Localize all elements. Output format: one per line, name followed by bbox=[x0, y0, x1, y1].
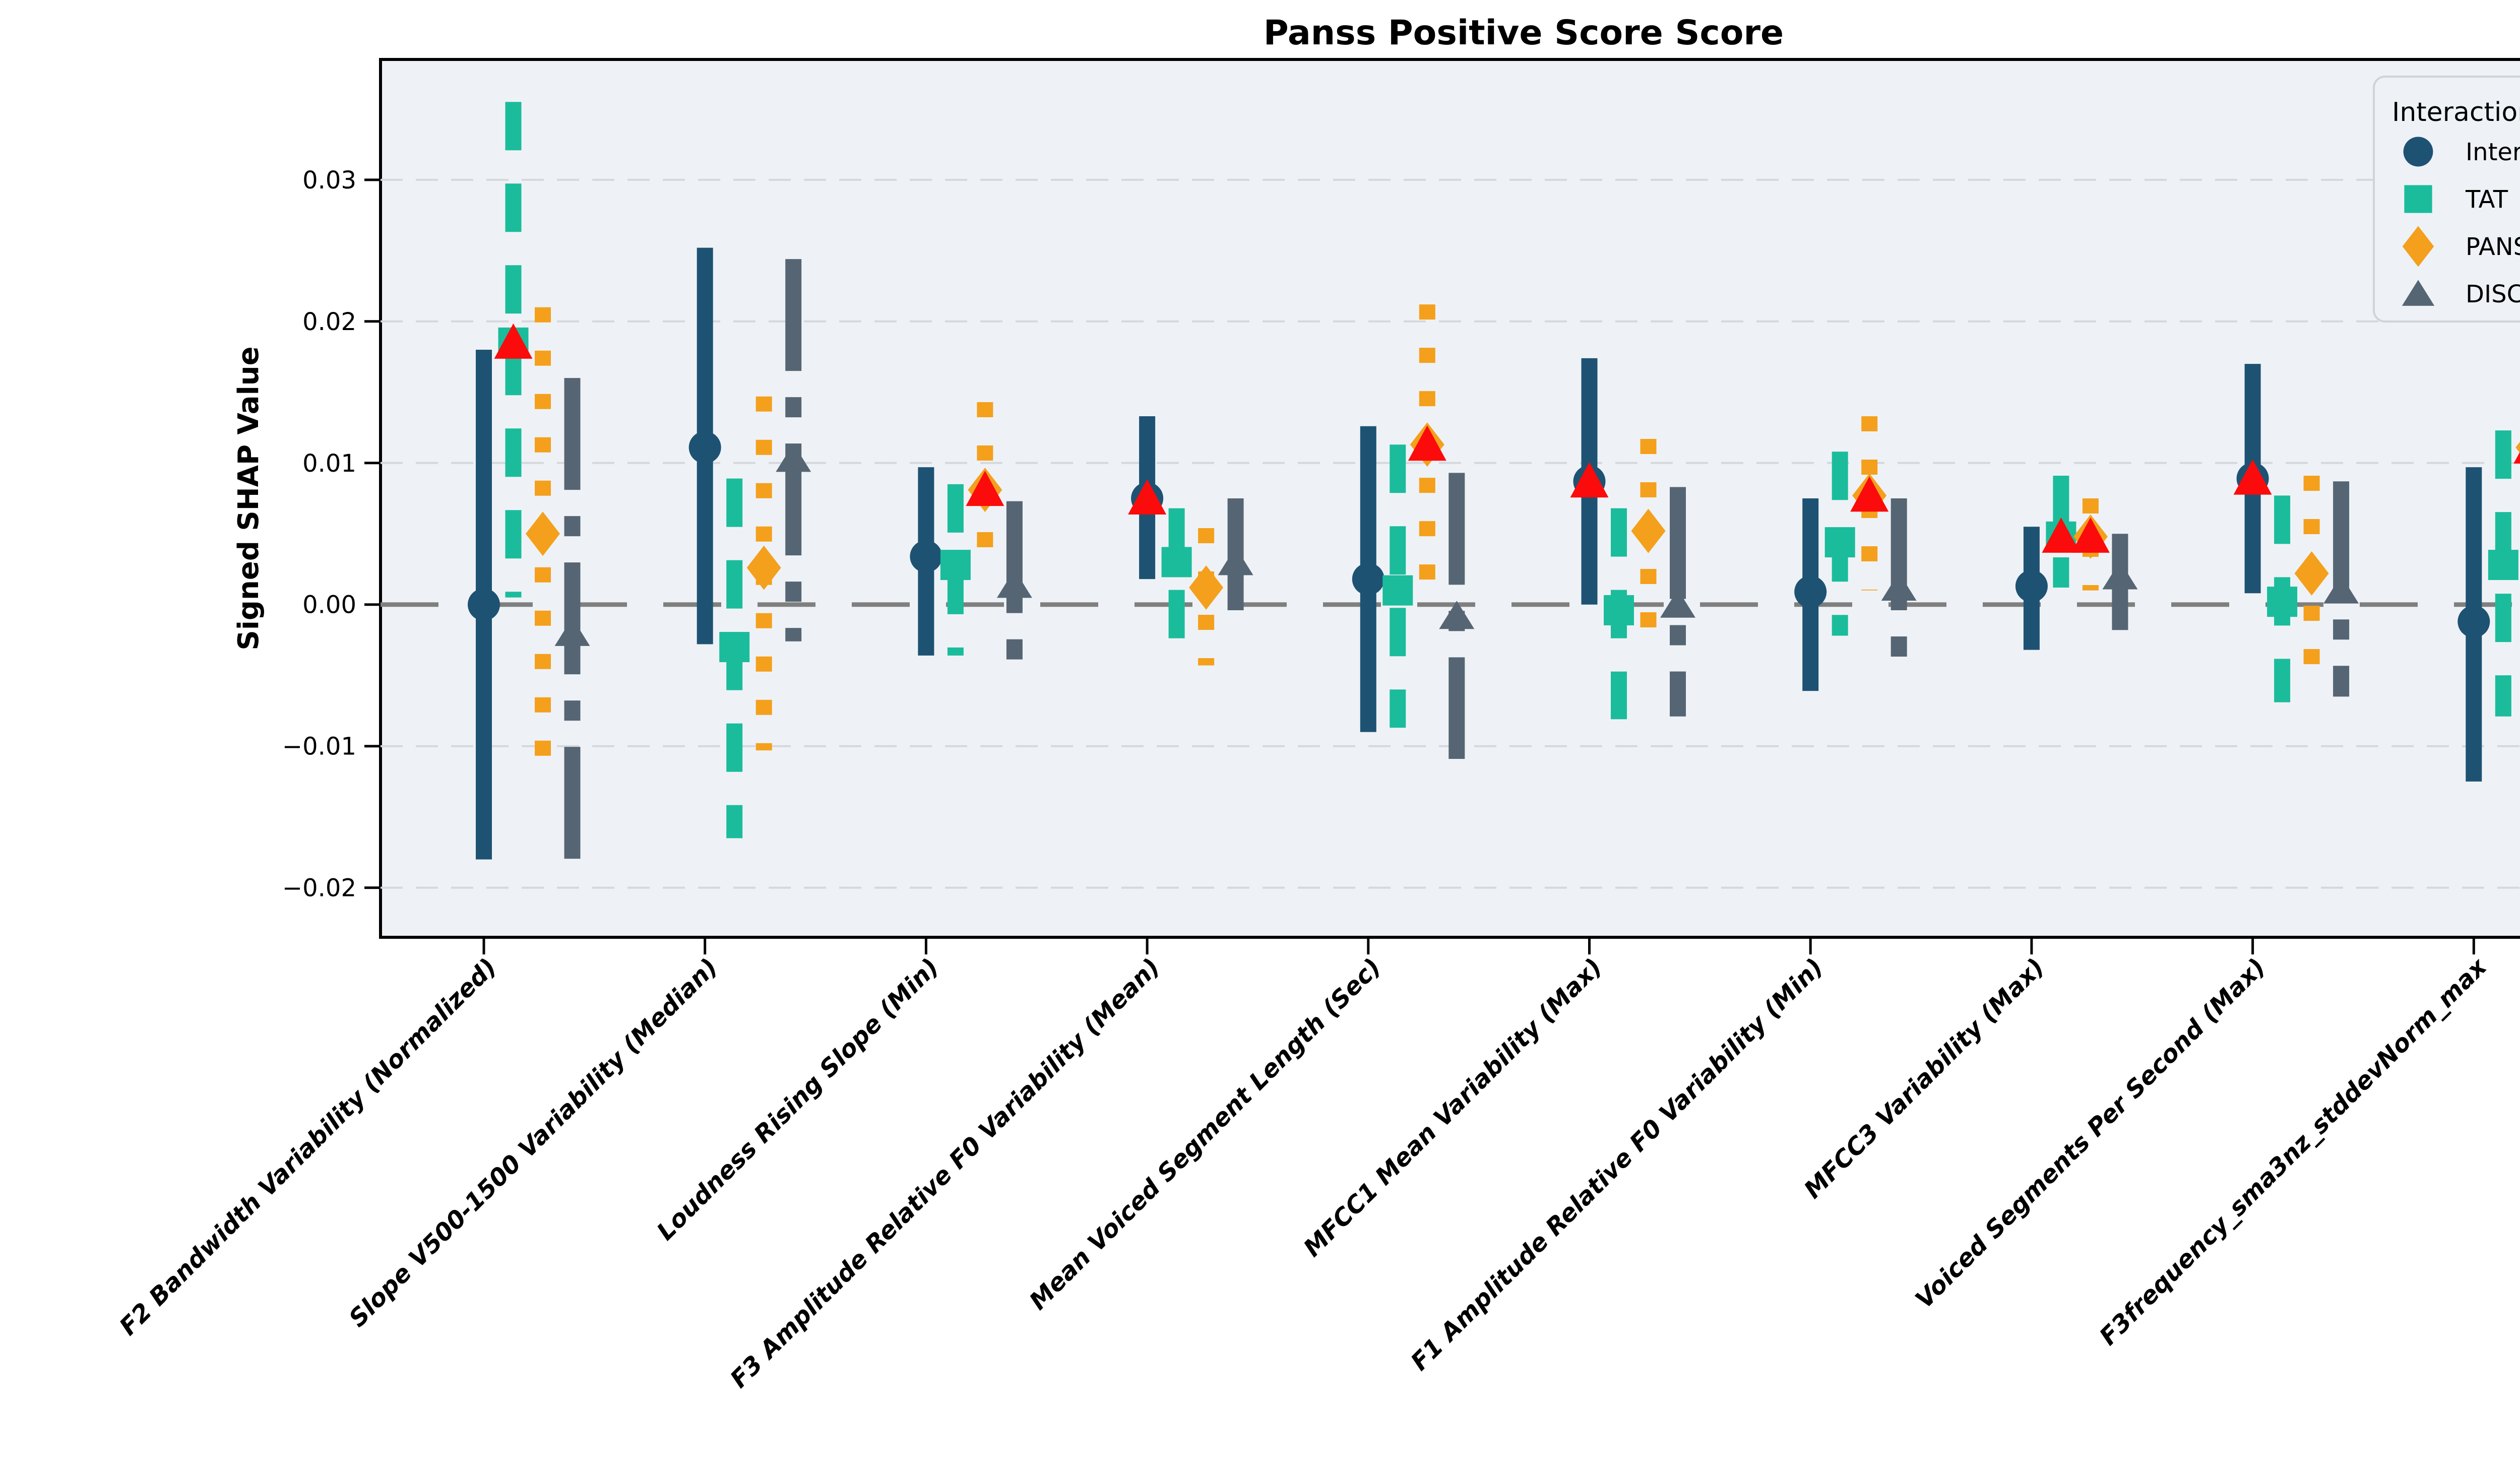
significance-triangle-icon-PANSS-2 bbox=[966, 471, 1004, 506]
y-tick-label: 0.00 bbox=[302, 591, 356, 619]
chart-title: Panss Positive Score Score bbox=[1264, 13, 1784, 53]
marker-Interview-0 bbox=[468, 588, 500, 621]
y-axis-label: Signed SHAP Value bbox=[232, 346, 265, 650]
significance-triangle-icon-PANSS-7 bbox=[2071, 517, 2110, 553]
legend-circle-icon bbox=[2403, 137, 2433, 167]
significance-triangle-icon-PANSS-6 bbox=[1850, 476, 1889, 512]
marker-Interview-2 bbox=[910, 540, 942, 573]
marker-Interview-4 bbox=[1352, 563, 1384, 596]
marker-DISCOURSE-2 bbox=[996, 569, 1032, 598]
significance-triangle-icon-TAT-7 bbox=[2042, 517, 2081, 553]
marker-TAT-4 bbox=[1382, 575, 1413, 606]
legend-title: Interaction Type bbox=[2392, 97, 2520, 127]
legend-label-PANSS: PANSS bbox=[2466, 233, 2520, 261]
marker-PANSS-0 bbox=[526, 511, 560, 556]
marker-TAT-8 bbox=[2267, 587, 2298, 617]
y-tick-label: 0.02 bbox=[302, 308, 356, 336]
legend-square-icon bbox=[2404, 185, 2432, 213]
marker-Interview-7 bbox=[2015, 570, 2048, 603]
marker-PANSS-1 bbox=[746, 545, 781, 590]
significance-triangle-icon-TAT-0 bbox=[494, 323, 533, 359]
legend-triangle-icon bbox=[2402, 280, 2435, 306]
marker-DISCOURSE-8 bbox=[2323, 575, 2359, 604]
legend-box bbox=[2373, 76, 2520, 323]
legend-label-DISCOURSE: DISCOURSE bbox=[2466, 280, 2520, 308]
marker-DISCOURSE-6 bbox=[1881, 572, 1917, 601]
significance-triangle-icon-Interview-3 bbox=[1128, 479, 1167, 515]
marker-DISCOURSE-7 bbox=[2102, 561, 2138, 590]
marker-DISCOURSE-0 bbox=[554, 617, 590, 646]
significance-triangle-icon-PANSS-9 bbox=[2513, 452, 2520, 464]
y-tick-label: 0.01 bbox=[302, 449, 356, 478]
marker-TAT-6 bbox=[1824, 527, 1855, 558]
marker-Interview-1 bbox=[688, 431, 721, 464]
marker-TAT-2 bbox=[940, 550, 971, 581]
marker-TAT-9 bbox=[2488, 550, 2518, 581]
marker-PANSS-9 bbox=[2515, 441, 2520, 454]
marker-PANSS-8 bbox=[2294, 551, 2329, 596]
significance-triangle-icon-Interview-5 bbox=[1570, 462, 1609, 498]
marker-DISCOURSE-5 bbox=[1660, 589, 1695, 618]
significance-triangle-icon-Interview-8 bbox=[2233, 459, 2272, 495]
marker-TAT-5 bbox=[1604, 595, 1634, 625]
y-tick-label: −0.01 bbox=[282, 733, 356, 761]
legend-label-Interview: Interview bbox=[2466, 138, 2520, 166]
significance-triangle-icon-PANSS-4 bbox=[1408, 425, 1446, 461]
marker-PANSS-5 bbox=[1631, 508, 1666, 553]
legend-diamond-icon bbox=[2402, 226, 2434, 267]
y-tick-label: 0.03 bbox=[302, 166, 356, 195]
y-tick-label: −0.02 bbox=[282, 874, 356, 903]
marker-DISCOURSE-4 bbox=[1439, 601, 1475, 629]
marker-Interview-9 bbox=[2458, 605, 2490, 638]
marker-TAT-3 bbox=[1161, 547, 1192, 577]
marker-DISCOURSE-3 bbox=[1218, 547, 1253, 575]
marker-PANSS-3 bbox=[1189, 565, 1224, 610]
legend-label-TAT: TAT bbox=[2465, 185, 2508, 214]
marker-Interview-6 bbox=[1794, 575, 1827, 608]
marker-DISCOURSE-1 bbox=[776, 443, 811, 472]
marker-TAT-1 bbox=[719, 632, 750, 663]
